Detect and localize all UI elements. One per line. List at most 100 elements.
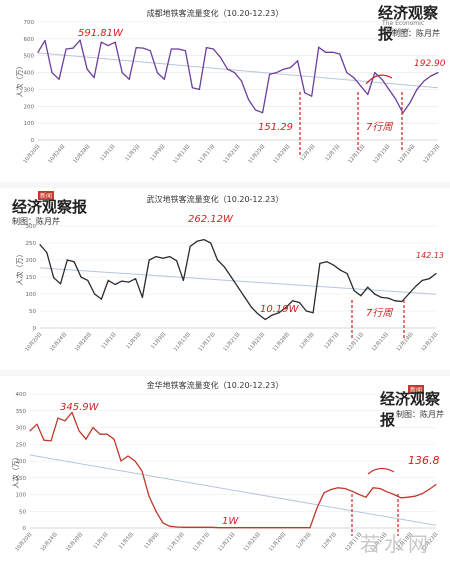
data-point [114, 41, 116, 43]
data-point [94, 293, 96, 295]
data-point [311, 95, 313, 97]
logo: 经济观察报 [380, 390, 441, 429]
data-point [46, 251, 48, 254]
data-point [66, 259, 68, 261]
data-point [218, 527, 220, 529]
data-point [414, 495, 416, 497]
data-point [281, 527, 283, 529]
data-point [288, 527, 290, 529]
data-point [226, 68, 229, 70]
x-tick-label: 12月11日 [347, 143, 366, 164]
data-point [142, 47, 144, 49]
annotation-arrow [365, 74, 393, 85]
data-point [285, 307, 287, 309]
x-tick-label: 11月17日 [197, 143, 216, 164]
data-point [196, 240, 198, 242]
author-credit: 制图：陈月芹 [12, 217, 60, 226]
logo: 经济观察报 [12, 198, 88, 216]
x-tick-label: 11月25日 [243, 531, 262, 552]
data-point [197, 526, 199, 528]
data-point [367, 93, 369, 96]
chart-panel-wuhan: 0 50 100 150 200 250 300 10月20日 10月24日 10月28日 11月1… [0, 188, 450, 370]
x-tick-label: 10月24日 [47, 143, 66, 164]
annotation-low: 151.29 [258, 122, 293, 133]
data-point [278, 312, 280, 314]
chart-title: 武汉地铁客流量变化（10.20-12.23） [147, 194, 284, 204]
chart-title: 金华地铁客流量变化（10.20-12.23） [147, 380, 284, 390]
x-tick-label: 11月5日 [118, 531, 135, 550]
logo-subtitle: The Economic Observer [382, 20, 425, 34]
data-point [332, 51, 334, 53]
data-point [107, 45, 109, 47]
data-point [312, 312, 314, 314]
x-tick-label: 11月13日 [167, 531, 186, 552]
data-point [230, 276, 232, 278]
y-tick-label: 150 [16, 476, 27, 482]
data-point [261, 112, 264, 114]
data-point [114, 283, 116, 286]
data-point [225, 527, 227, 529]
data-point [64, 420, 66, 422]
data-point [330, 488, 332, 491]
data-point [79, 39, 81, 41]
data-point [247, 98, 250, 101]
data-point [379, 487, 381, 490]
y-tick-label: 0 [31, 138, 35, 144]
y-tick-label: 250 [16, 442, 27, 448]
data-point [339, 269, 342, 271]
data-point [353, 290, 355, 292]
data-point [127, 455, 129, 457]
data-point [121, 71, 123, 74]
y-tick-label: 400 [16, 392, 27, 398]
logo-tag: 新闻 [408, 385, 425, 394]
data-point [106, 433, 108, 435]
data-point [50, 440, 52, 442]
y-tick-label: 100 [26, 292, 37, 298]
annotation-arrow [367, 467, 395, 475]
data-point [141, 296, 144, 298]
data-point [295, 527, 297, 529]
data-point [373, 293, 376, 295]
data-point [156, 71, 158, 74]
data-point [205, 47, 208, 49]
data-point [239, 527, 241, 529]
watermark: 若水网 [360, 532, 432, 556]
data-point [326, 261, 328, 263]
x-tick-label: 11月5日 [125, 331, 142, 350]
data-point [365, 496, 367, 498]
data-point [57, 417, 59, 419]
data-point [437, 71, 439, 74]
data-point [233, 71, 236, 74]
data-point [337, 487, 339, 489]
data-point [100, 41, 102, 43]
x-tick-label: 11月29日 [272, 143, 291, 164]
data-point [183, 526, 185, 528]
x-tick-label: 12月3日 [299, 143, 316, 162]
trend-line [39, 267, 437, 295]
data-point [92, 426, 94, 429]
x-tick-label: 11月1日 [101, 331, 118, 350]
plot-area: 0 50 100 150 200 250 300 10月20日 10月24日 10月28日 11月1… [24, 224, 439, 353]
data-point [107, 279, 109, 281]
data-point [351, 490, 353, 492]
x-tick-label: 11月21日 [217, 531, 236, 552]
data-point [428, 278, 430, 280]
y-tick-label: 0 [33, 326, 37, 332]
y-axis-label: 人次（万） [15, 251, 24, 286]
data-point [305, 310, 307, 312]
data-point [163, 78, 165, 80]
data-point [198, 88, 201, 91]
data-point [113, 438, 115, 440]
data-point [44, 39, 46, 42]
data-point [360, 295, 362, 297]
data-point [85, 438, 87, 440]
data-point [134, 278, 137, 280]
x-tick-label: 12月15日 [372, 143, 391, 164]
x-tick-label: 10月28日 [74, 331, 93, 352]
data-point [251, 307, 253, 309]
data-point [374, 71, 376, 74]
data-point [323, 492, 325, 494]
annotation-latest: 142.13 [416, 251, 444, 260]
data-point [141, 470, 143, 472]
data-point [267, 527, 269, 529]
